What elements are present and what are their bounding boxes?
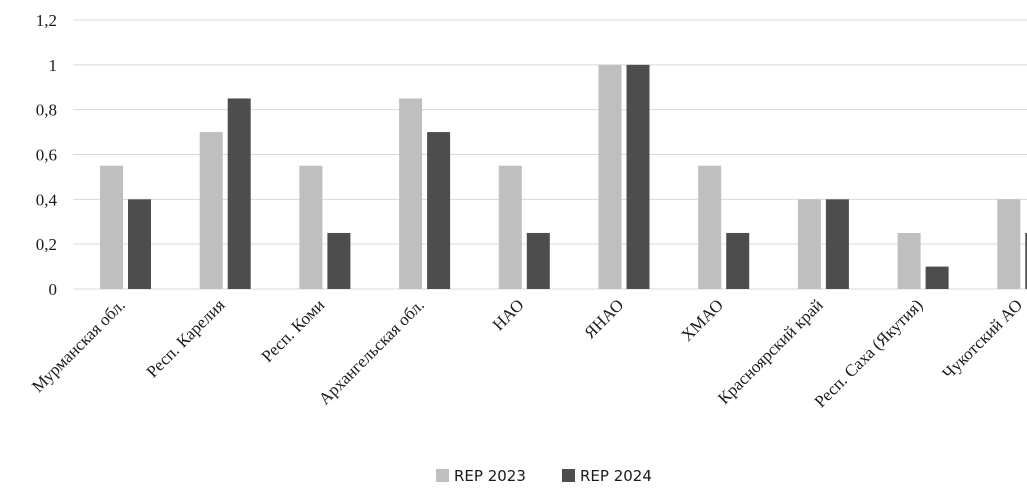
bar	[825, 199, 849, 289]
bar	[327, 232, 351, 289]
bar	[526, 232, 550, 289]
x-tick-label: Чукотский АО	[939, 295, 1027, 383]
y-tick-label: 0,8	[36, 101, 57, 120]
x-tick-label: Красноярский край	[714, 295, 827, 408]
y-tick-label: 0,6	[36, 146, 57, 165]
legend-label: REP 2024	[580, 467, 652, 485]
bar	[897, 232, 921, 289]
x-tick-label: НАО	[489, 295, 528, 334]
bars	[100, 64, 1027, 289]
bar	[925, 266, 949, 289]
bar	[427, 132, 451, 289]
bar	[128, 199, 151, 289]
legend-label: REP 2023	[454, 467, 526, 485]
legend-swatch	[436, 469, 449, 482]
y-tick-label: 0	[49, 280, 58, 299]
bar	[1025, 232, 1027, 289]
bar	[227, 98, 251, 289]
bar	[797, 199, 821, 289]
x-tick-label: Респ. Карелия	[143, 295, 229, 381]
x-tick-label: ЯНАО	[580, 295, 627, 342]
y-tick-label: 0,4	[36, 190, 58, 209]
bar	[498, 165, 522, 289]
y-tick-label: 1	[49, 56, 58, 75]
bar	[199, 132, 223, 289]
y-axis: 0 0,2 0,4 0,6 0,8 1 1,2	[36, 11, 58, 299]
x-axis: Мурманская обл. Респ. Карелия Респ. КомиАр…	[28, 295, 1026, 411]
x-tick-label: Респ. Коми	[258, 295, 329, 366]
bar	[598, 64, 622, 289]
x-tick-label: Мурманская обл.	[28, 295, 129, 396]
legend-swatch	[562, 469, 575, 482]
bar	[100, 165, 123, 289]
x-tick-label: ХМАО	[677, 295, 727, 345]
bar	[997, 199, 1021, 289]
bar	[626, 64, 650, 289]
legend: REP 2023 REP 2024	[436, 467, 652, 485]
y-tick-label: 1,2	[36, 11, 57, 30]
x-tick-label: Архангельская обл.	[315, 295, 428, 408]
bar	[399, 98, 423, 289]
bar	[698, 165, 722, 289]
x-tick-label: Респ. Саха (Якутия)	[811, 295, 927, 411]
y-tick-label: 0,2	[36, 235, 57, 254]
bar	[299, 165, 323, 289]
bar	[726, 232, 750, 289]
